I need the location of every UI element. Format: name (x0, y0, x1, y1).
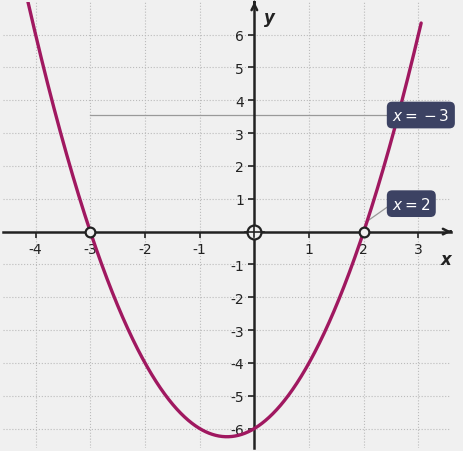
Text: $x = 2$: $x = 2$ (391, 196, 430, 212)
Text: y: y (263, 9, 275, 27)
Text: x: x (439, 250, 450, 268)
Text: $x = -3$: $x = -3$ (391, 108, 449, 124)
